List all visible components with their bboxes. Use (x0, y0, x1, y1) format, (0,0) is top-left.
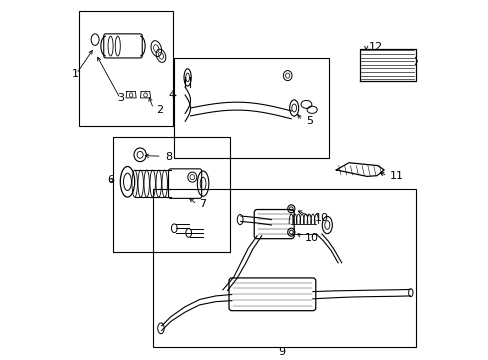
Text: 8: 8 (165, 152, 172, 162)
FancyBboxPatch shape (254, 210, 294, 239)
Text: 10: 10 (314, 213, 328, 223)
Text: 3: 3 (117, 93, 123, 103)
Bar (79, 11, 172, 126)
Text: 9: 9 (278, 347, 285, 357)
Bar (174, 58, 328, 158)
Text: 2: 2 (156, 105, 163, 115)
FancyBboxPatch shape (168, 169, 201, 198)
Text: 4: 4 (168, 90, 176, 100)
Text: 10: 10 (305, 233, 318, 243)
FancyBboxPatch shape (103, 34, 142, 58)
Text: 1: 1 (72, 69, 79, 79)
Polygon shape (359, 49, 415, 81)
Text: 7: 7 (199, 199, 206, 210)
Bar (152, 189, 415, 347)
Text: 12: 12 (368, 42, 382, 52)
Bar (113, 137, 230, 252)
Text: 6: 6 (107, 175, 115, 185)
FancyBboxPatch shape (228, 278, 315, 311)
Text: 11: 11 (389, 171, 404, 181)
Polygon shape (336, 163, 384, 176)
Text: 5: 5 (305, 116, 312, 126)
